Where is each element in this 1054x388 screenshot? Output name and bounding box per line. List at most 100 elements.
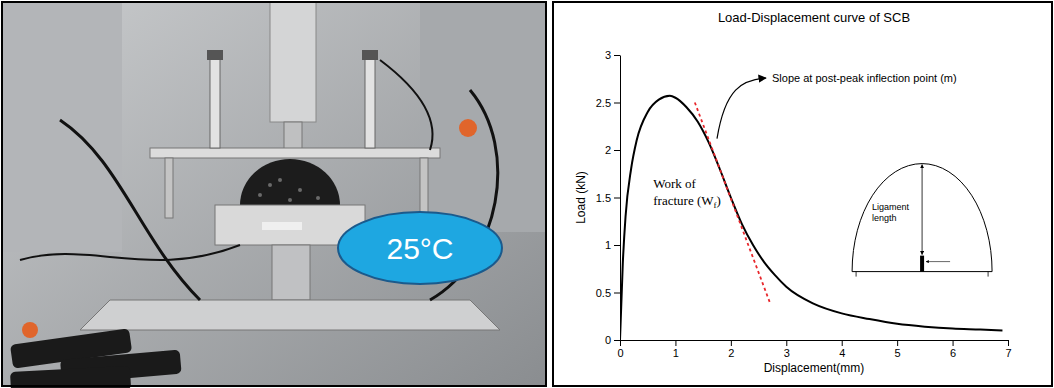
y-axis: 0 0.5 1 1.5 2 2.5 3 [596,49,621,346]
lvdt-cap [362,50,378,60]
y-tick-mark [614,55,620,56]
slope-annotation: Slope at post-peak inflection point (m) [772,72,957,84]
chart-title: Load-Displacement curve of SCB [718,10,910,25]
y-tick: 0.5 [596,287,620,299]
wall-panel [2,2,122,252]
inset-notch [920,256,924,272]
y-tick: 0 [605,334,620,346]
inset-support [856,272,857,277]
y-tick-mark [614,198,620,199]
cable [380,60,433,150]
chart-panel: Load-Displacement curve of SCB0123456700… [553,2,1052,386]
y-tick: 1 [605,239,620,251]
x-tick: 4 [839,340,845,359]
x-tick-mark [731,340,732,346]
y-tick-label: 1 [605,239,611,251]
x-tick: 7 [1005,340,1011,359]
y-tick-label: 1.5 [596,192,611,204]
work-annotation: Work of [653,176,696,191]
inset-label: Ligament [872,202,910,212]
x-tick: 3 [784,340,790,359]
inset-ligament [922,165,923,255]
specimen [240,159,340,205]
post [420,158,428,218]
aggregate [298,188,302,192]
y-tick-mark [614,103,620,104]
x-axis-line [621,340,1009,341]
cable [60,120,200,300]
indicator [22,322,38,338]
work-text: fracture (W [653,193,714,208]
x-tick-mark [620,340,621,346]
photo-background [2,2,546,386]
inset-dim [926,261,950,262]
cross-plate [150,148,440,158]
x-tick: 6 [950,340,956,359]
y-tick-label: 3 [605,49,611,61]
x-tick-label: 2 [728,347,734,359]
x-tick: 5 [895,340,901,359]
aggregate [288,198,292,202]
x-tick-mark [1008,340,1009,346]
temperature-label: 25°C [386,232,453,265]
x-axis: 0 1 2 3 4 5 6 7 [617,340,1011,359]
y-tick: 2.5 [596,97,620,109]
x-tick-mark [675,340,676,346]
inset-outline [852,164,992,272]
x-tick-label: 3 [784,347,790,359]
x-tick-label: 0 [617,347,623,359]
y-tick-mark [614,340,620,341]
x-tick-label: 7 [1005,347,1011,359]
x-tick: 2 [728,340,734,359]
x-tick: 1 [673,340,679,359]
x-tick-mark [897,340,898,346]
inset-label: length [872,213,897,223]
aggregate [316,196,320,200]
x-tick-mark [953,340,954,346]
inset: Ligamentlength [852,164,992,277]
y-tick: 1.5 [596,192,620,204]
y-tick: 3 [605,49,620,61]
x-tick: 0 [617,340,623,359]
y-tick: 2 [605,144,620,156]
aggregate [268,183,272,187]
x-tick-mark [786,340,787,346]
x-tick-label: 6 [950,347,956,359]
x-tick-mark [842,340,843,346]
figure: 25°C Load-Displacement curve of SCB 0 1 2 3 4 5… [0,0,1054,388]
y-tick-mark [614,293,620,294]
plot-area [620,96,1002,340]
x-tick-label: 4 [839,347,845,359]
aggregate [278,178,282,182]
spare-specimen [10,366,131,388]
lvdt [365,55,375,148]
y-tick-label: 0 [605,334,611,346]
indicator [459,119,477,137]
series-line [620,96,1002,340]
x-axis-title: Displacement(mm) [764,361,865,375]
cable [20,245,240,260]
aggregate [258,193,262,197]
y-axis-title: Load (kN) [574,171,588,224]
lvdt-cap [207,50,223,60]
photo-panel: 25°C [2,2,546,388]
load-column [270,2,316,122]
actuator [272,245,310,300]
annotation-arrow [717,78,766,139]
work-annotation: fracture (Wf) [653,193,721,210]
base-plate [80,300,500,330]
y-tick-mark [614,245,620,246]
chart-border [553,2,1052,386]
y-tick-label: 0.5 [596,287,611,299]
lvdt [210,55,220,148]
fixture-label [262,222,302,230]
post [165,158,173,218]
x-tick-label: 1 [673,347,679,359]
y-tick-label: 2 [605,144,611,156]
work-close: ) [717,193,721,208]
inset-support [988,272,989,277]
wall-panel [420,2,546,232]
x-tick-label: 5 [895,347,901,359]
temperature-badge [338,212,502,284]
photo-border [2,2,546,386]
